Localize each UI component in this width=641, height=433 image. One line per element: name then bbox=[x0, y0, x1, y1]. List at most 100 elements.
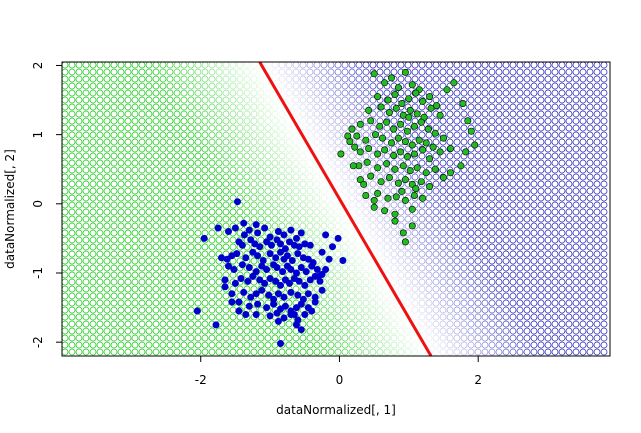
y-tick-label: -1 bbox=[31, 267, 45, 279]
grid-circle bbox=[460, 215, 468, 223]
grid-circle bbox=[593, 110, 601, 118]
grid-circle bbox=[229, 313, 237, 321]
data-point-blue bbox=[240, 219, 248, 227]
grid-circle bbox=[68, 187, 76, 195]
grid-circle bbox=[327, 348, 335, 356]
grid-circle bbox=[278, 215, 286, 223]
grid-circle bbox=[292, 222, 300, 230]
grid-circle bbox=[194, 341, 202, 349]
grid-circle bbox=[152, 271, 160, 279]
data-point-green bbox=[406, 106, 414, 114]
data-point-green bbox=[381, 79, 389, 87]
grid-circle bbox=[166, 89, 174, 97]
grid-circle bbox=[159, 320, 167, 328]
grid-circle bbox=[425, 285, 433, 293]
grid-circle bbox=[75, 215, 83, 223]
grid-circle bbox=[138, 264, 146, 272]
grid-circle bbox=[537, 152, 545, 160]
grid-circle bbox=[264, 334, 272, 342]
grid-circle bbox=[460, 278, 468, 286]
grid-circle bbox=[453, 236, 461, 244]
grid-circle bbox=[558, 222, 566, 230]
grid-circle bbox=[586, 62, 594, 69]
grid-circle bbox=[103, 348, 111, 356]
data-point-blue bbox=[297, 300, 305, 308]
grid-circle bbox=[600, 89, 608, 97]
grid-circle bbox=[75, 299, 83, 307]
grid-circle bbox=[516, 75, 524, 83]
grid-circle bbox=[439, 208, 447, 216]
grid-circle bbox=[62, 152, 69, 160]
grid-circle bbox=[411, 62, 419, 69]
data-point-blue bbox=[315, 272, 323, 280]
grid-circle bbox=[159, 299, 167, 307]
grid-circle bbox=[145, 62, 153, 69]
grid-circle bbox=[369, 159, 377, 167]
data-point-green bbox=[399, 162, 407, 170]
grid-circle bbox=[243, 103, 251, 111]
grid-circle bbox=[257, 306, 265, 314]
grid-circle bbox=[222, 62, 230, 69]
grid-circle bbox=[131, 341, 139, 349]
grid-circle bbox=[89, 110, 97, 118]
grid-circle bbox=[432, 208, 440, 216]
grid-circle bbox=[348, 229, 356, 237]
grid-circle bbox=[558, 75, 566, 83]
grid-circle bbox=[159, 306, 167, 314]
grid-circle bbox=[425, 313, 433, 321]
data-point-blue bbox=[266, 233, 274, 241]
grid-circle bbox=[89, 124, 97, 132]
grid-circle bbox=[481, 138, 489, 146]
data-point-blue bbox=[214, 224, 222, 232]
grid-circle bbox=[194, 62, 202, 69]
grid-circle bbox=[516, 166, 524, 174]
grid-circle bbox=[68, 138, 76, 146]
grid-circle bbox=[439, 327, 447, 335]
grid-circle bbox=[530, 187, 538, 195]
grid-circle bbox=[334, 62, 342, 69]
grid-circle bbox=[180, 208, 188, 216]
grid-circle bbox=[89, 194, 97, 202]
grid-circle bbox=[593, 117, 601, 125]
grid-circle bbox=[383, 89, 391, 97]
grid-circle bbox=[418, 208, 426, 216]
grid-circle bbox=[551, 68, 559, 76]
grid-circle bbox=[138, 159, 146, 167]
grid-circle bbox=[285, 152, 293, 160]
data-point-green bbox=[390, 125, 398, 133]
grid-circle bbox=[320, 201, 328, 209]
grid-circle bbox=[166, 145, 174, 153]
grid-circle bbox=[159, 82, 167, 90]
grid-circle bbox=[306, 75, 314, 83]
grid-circle bbox=[82, 292, 90, 300]
grid-circle bbox=[292, 348, 300, 356]
grid-circle bbox=[201, 96, 209, 104]
data-point-blue bbox=[334, 234, 342, 242]
grid-circle bbox=[586, 292, 594, 300]
grid-circle bbox=[89, 257, 97, 265]
grid-circle bbox=[131, 208, 139, 216]
grid-circle bbox=[397, 320, 405, 328]
data-point-blue bbox=[274, 317, 282, 325]
grid-circle bbox=[264, 173, 272, 181]
grid-circle bbox=[62, 96, 69, 104]
grid-circle bbox=[320, 215, 328, 223]
grid-circle bbox=[565, 152, 573, 160]
grid-circle bbox=[551, 103, 559, 111]
data-point-green bbox=[362, 192, 370, 200]
grid-circle bbox=[96, 68, 104, 76]
grid-circle bbox=[502, 313, 510, 321]
grid-circle bbox=[180, 166, 188, 174]
grid-circle bbox=[432, 264, 440, 272]
grid-circle bbox=[145, 145, 153, 153]
data-point-green bbox=[377, 178, 385, 186]
data-point-blue bbox=[193, 307, 201, 315]
grid-circle bbox=[89, 320, 97, 328]
grid-circle bbox=[117, 159, 125, 167]
grid-circle bbox=[124, 131, 132, 139]
grid-circle bbox=[166, 159, 174, 167]
grid-circle bbox=[495, 131, 503, 139]
grid-circle bbox=[425, 271, 433, 279]
grid-circle bbox=[467, 75, 475, 83]
data-point-blue bbox=[301, 310, 309, 318]
